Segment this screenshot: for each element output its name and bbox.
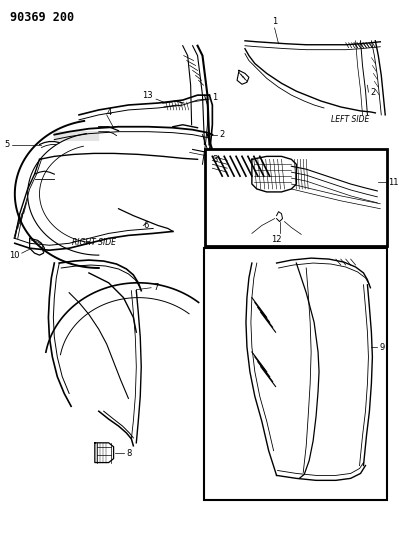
Bar — [204, 248, 387, 500]
Text: 11: 11 — [388, 177, 399, 187]
Text: 1: 1 — [212, 93, 217, 102]
Text: 90369 200: 90369 200 — [10, 11, 74, 24]
Text: 10: 10 — [9, 251, 20, 260]
Text: 2: 2 — [370, 87, 376, 96]
Text: 3: 3 — [212, 155, 218, 164]
Text: 2: 2 — [219, 130, 225, 139]
Text: 8: 8 — [126, 449, 132, 458]
Text: 1: 1 — [272, 17, 277, 26]
Text: 12: 12 — [271, 236, 282, 245]
Text: 7: 7 — [153, 283, 158, 292]
Text: 9: 9 — [379, 343, 385, 351]
Bar — [205, 149, 387, 246]
Text: 13: 13 — [142, 91, 153, 100]
Text: RIGHT SIDE: RIGHT SIDE — [72, 238, 116, 247]
Text: 4: 4 — [107, 108, 112, 117]
Text: LEFT SIDE: LEFT SIDE — [332, 115, 370, 124]
Text: 5: 5 — [5, 140, 10, 149]
Text: 6: 6 — [143, 221, 148, 230]
